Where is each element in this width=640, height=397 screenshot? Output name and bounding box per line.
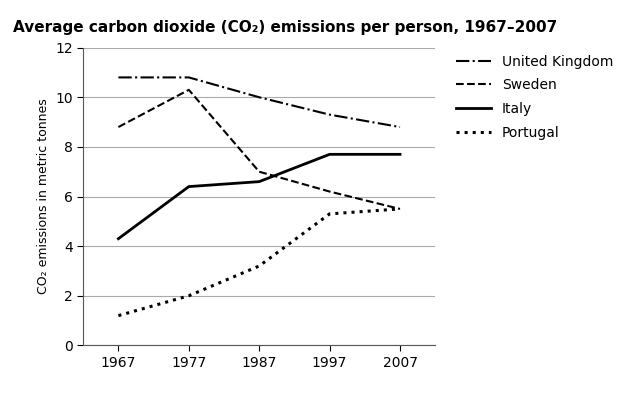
United Kingdom [396, 125, 404, 129]
Portugal [326, 212, 333, 216]
Sweden [255, 169, 263, 174]
Line: Sweden: Sweden [118, 90, 400, 209]
Legend: United Kingdom, Sweden, Italy, Portugal: United Kingdom, Sweden, Italy, Portugal [456, 54, 613, 140]
Sweden [326, 189, 333, 194]
Portugal [115, 313, 122, 318]
Italy [326, 152, 333, 157]
Sweden [396, 206, 404, 211]
Sweden [115, 125, 122, 129]
Italy [185, 184, 193, 189]
Portugal [396, 206, 404, 211]
United Kingdom [326, 112, 333, 117]
Text: Average carbon dioxide (CO₂) emissions per person, 1967–2007: Average carbon dioxide (CO₂) emissions p… [13, 20, 557, 35]
Sweden [185, 87, 193, 92]
Line: Portugal: Portugal [118, 209, 400, 316]
Line: United Kingdom: United Kingdom [118, 77, 400, 127]
Italy [255, 179, 263, 184]
Line: Italy: Italy [118, 154, 400, 239]
Portugal [255, 264, 263, 268]
United Kingdom [115, 75, 122, 80]
Italy [396, 152, 404, 157]
United Kingdom [185, 75, 193, 80]
Portugal [185, 293, 193, 298]
Italy [115, 236, 122, 241]
Y-axis label: CO₂ emissions in metric tonnes: CO₂ emissions in metric tonnes [36, 98, 50, 295]
United Kingdom [255, 95, 263, 100]
